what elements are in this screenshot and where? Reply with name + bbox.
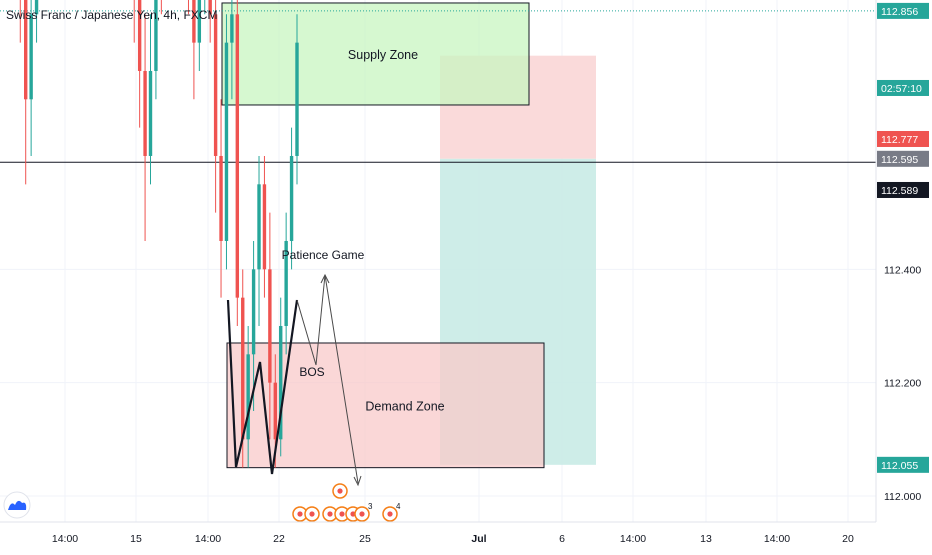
- price-badge-label: 112.856: [881, 6, 918, 18]
- horizontal-line[interactable]: [0, 10, 876, 163]
- time-tick-label: 14:00: [620, 533, 646, 545]
- candle-body: [197, 0, 202, 43]
- time-tick-label: 14:00: [52, 533, 78, 545]
- candle-body: [284, 240, 288, 326]
- price-badge-label: 02:57:10: [881, 83, 922, 95]
- price-tick-label: 112.400: [884, 264, 921, 276]
- candle-body: [257, 184, 261, 270]
- price-badge[interactable]: [877, 456, 929, 473]
- supply-zone[interactable]: [221, 2, 530, 106]
- projection-path[interactable]: [296, 274, 359, 484]
- event-marker-dot: [297, 511, 303, 517]
- arrow-head-up: [320, 273, 330, 284]
- candle-body: [268, 269, 272, 383]
- time-tick-label: 13: [700, 533, 712, 545]
- candles: [19, 0, 299, 468]
- price-badge[interactable]: [877, 79, 929, 96]
- candle-body: [273, 382, 277, 440]
- candle-body: [143, 70, 147, 156]
- tradingview-icon[interactable]: [3, 491, 31, 519]
- arrow-head-down: [353, 475, 362, 487]
- candle-body: [230, 14, 234, 43]
- event-marker-dot: [337, 488, 343, 494]
- event-marker-dot: [359, 511, 365, 517]
- candle-body: [262, 184, 267, 270]
- time-tick-label: 14:00: [764, 533, 790, 545]
- candle-body: [34, 0, 39, 15]
- price-badge-label: 112.777: [881, 134, 918, 146]
- tradingview-icon-cloud: [8, 500, 27, 510]
- time-axis-bg[interactable]: [0, 522, 932, 550]
- time-tick-label: 25: [359, 533, 371, 545]
- event-marker-dot: [339, 511, 345, 517]
- time-tick-label: 14:00: [195, 533, 221, 545]
- candle-body: [154, 0, 158, 71]
- candle-body: [213, 14, 218, 156]
- event-marker-dot: [350, 511, 356, 517]
- event-marker-dot: [387, 511, 393, 517]
- candle-body: [295, 42, 299, 156]
- price-badge[interactable]: [877, 2, 929, 19]
- time-axis[interactable]: 14:00 15 14:00 22 25 Jul 6 14:00 13 14:00 20: [0, 521, 932, 550]
- candle-body: [224, 42, 229, 241]
- candle-body: [29, 14, 33, 100]
- candle-body: [246, 354, 250, 440]
- candle-body: [251, 269, 256, 355]
- candle-body: [24, 0, 28, 100]
- price-badge-label: 112.595: [881, 154, 918, 166]
- price-badge-label: 112.055: [881, 460, 918, 472]
- time-tick-label: 20: [842, 533, 854, 545]
- price-tick-label: 112.200: [884, 378, 921, 390]
- candle-body: [192, 0, 196, 43]
- bos-label[interactable]: BOS: [299, 365, 324, 379]
- candle-body: [137, 0, 142, 71]
- time-tick-label: 6: [559, 533, 565, 545]
- candle-body: [148, 70, 153, 156]
- candle-body: [279, 325, 283, 440]
- demand-zone-label: Demand Zone: [365, 399, 444, 413]
- supply-zone-label: Supply Zone: [348, 48, 418, 62]
- price-axis[interactable]: 112.000112.200112.400113.000113.200113.4…: [875, 0, 932, 550]
- event-marker-dot: [327, 511, 333, 517]
- time-tick-label: Jul: [471, 533, 486, 545]
- candle-body: [219, 155, 223, 241]
- time-tick-label: 22: [273, 533, 285, 545]
- event-marker-count: 3: [368, 502, 373, 511]
- event-marker-count: 4: [396, 502, 401, 511]
- patience-game-label[interactable]: Patience Game: [282, 248, 365, 262]
- price-badge[interactable]: [877, 130, 929, 147]
- grid: [0, 0, 876, 522]
- title-area: Swiss Franc / Japanese Yen, 4h, FXCM: [6, 8, 217, 22]
- event-marker-dot: [309, 511, 315, 517]
- candle-body: [208, 0, 212, 15]
- zigzag-path[interactable]: [226, 299, 299, 475]
- chart-title: Swiss Franc / Japanese Yen, 4h, FXCM: [6, 8, 217, 22]
- price-tick-label: 112.000: [884, 491, 921, 503]
- candle-body: [289, 155, 294, 241]
- price-badge[interactable]: [877, 150, 929, 167]
- time-tick-label: 15: [130, 533, 142, 545]
- candle-body: [241, 297, 245, 440]
- price-badge-label: 112.589: [881, 185, 918, 197]
- candle-body: [235, 14, 240, 298]
- drawings[interactable]: Patience Game BOS: [226, 248, 365, 487]
- price-badge[interactable]: [877, 181, 929, 198]
